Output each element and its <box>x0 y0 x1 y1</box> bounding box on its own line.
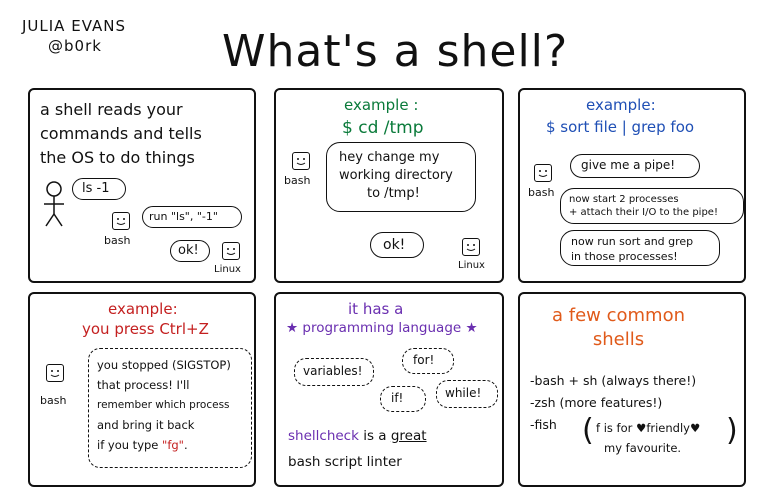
panel1-line: the OS to do things <box>40 148 195 167</box>
panel6-heading-line: a few common <box>552 305 686 326</box>
bash-face-icon <box>534 164 552 182</box>
person-speech-bubble: ls -1 <box>72 178 126 200</box>
panel6-heading-line: shells <box>592 329 645 350</box>
bubble-text: now run sort and grep in those processes… <box>571 234 693 264</box>
paren-open: ( <box>582 413 594 448</box>
cloud-variables: variables! <box>294 358 374 386</box>
fg-command: "fg" <box>162 438 184 452</box>
bash-face-icon <box>292 152 310 170</box>
panel3-heading: example: <box>586 96 656 114</box>
linux-speech-text: ok! <box>383 237 406 253</box>
panel-cd-example: example : $ cd /tmp bash hey change my w… <box>274 88 504 283</box>
panel2-heading: example : <box>344 96 419 114</box>
speech-bubble-run: now run sort and grep in those processes… <box>560 230 720 266</box>
thought-line: that process! I'll <box>97 378 190 392</box>
shellcheck-rest: is a <box>358 428 391 444</box>
panel6-heading: a few common shells <box>552 304 685 352</box>
bubble-line: hey change my <box>339 150 440 165</box>
shellcheck-line: shellcheck is a great <box>288 428 427 444</box>
bubble-line: + attach their I/O to the pipe! <box>569 207 718 218</box>
panel5-subheading-text: programming language <box>302 320 462 336</box>
thought-line: and bring it back <box>97 418 195 432</box>
author-name: JULIA EVANS <box>22 17 126 35</box>
panel1-text: a shell reads your commands and tells th… <box>40 98 202 170</box>
thought-line-suffix: . <box>183 438 188 452</box>
thought-line-fg: if you type "fg". <box>97 435 231 455</box>
cloud-text: for! <box>413 353 435 367</box>
person-speech-text: ls -1 <box>82 181 110 196</box>
panel-ctrl-z-example: example: you press Ctrl+Z bash you stopp… <box>28 292 256 487</box>
speech-bubble-pipe: give me a pipe! <box>570 154 700 178</box>
linux-label: Linux <box>214 264 241 275</box>
cloud-text: while! <box>445 386 482 400</box>
author-handle: @b0rk <box>48 37 102 55</box>
cloud-text: if! <box>391 391 404 405</box>
bubble-line: in those processes! <box>571 250 678 263</box>
panel-common-shells: a few common shells -bash + sh (always t… <box>518 292 746 487</box>
fish-note-line: f is for ♥friendly♥ <box>596 421 701 435</box>
shell-list: -bash + sh (always there!) -zsh (more fe… <box>530 370 696 436</box>
bash-speech-bubble: hey change my working directory to /tmp! <box>326 142 476 212</box>
cloud-for: for! <box>402 348 454 374</box>
panel-programming-language: it has a ★ programming language ★ variab… <box>274 292 504 487</box>
panel3-command: $ sort file | grep foo <box>546 118 695 136</box>
fish-note-line: my favourite. <box>604 441 682 455</box>
linux-face-icon <box>222 242 240 260</box>
bash-label: bash <box>104 234 131 247</box>
panel4-subheading: you press Ctrl+Z <box>82 320 209 338</box>
cloud-if: if! <box>380 386 426 412</box>
thought-text: you stopped (SIGSTOP) that process! I'll… <box>97 355 231 455</box>
bash-speech-bubble: run "ls", "-1" <box>142 206 242 228</box>
panel2-command: $ cd /tmp <box>342 118 424 138</box>
shell-item: -bash + sh (always there!) <box>530 373 697 388</box>
panel5-heading: it has a <box>348 300 404 318</box>
bubble-line: now run sort and grep <box>571 235 694 248</box>
author-block: JULIA EVANS @b0rk <box>22 16 126 56</box>
linux-label: Linux <box>458 260 485 271</box>
thought-line: remember which process <box>97 399 230 411</box>
bash-face-icon <box>112 212 130 230</box>
cloud-while: while! <box>436 380 498 408</box>
page-title: What's a shell? <box>222 26 569 77</box>
linux-speech-bubble: ok! <box>170 240 210 262</box>
fish-note: f is for ♥friendly♥ my favourite. <box>596 418 700 458</box>
shell-item: -fish <box>530 417 557 432</box>
panel1-line: a shell reads your <box>40 100 183 119</box>
bubble-line: working directory <box>339 168 453 183</box>
bubble-line: to /tmp! <box>367 186 420 201</box>
speech-bubble-processes: now start 2 processes + attach their I/O… <box>560 188 744 224</box>
linux-speech-text: ok! <box>178 243 199 258</box>
thought-line-prefix: if you type <box>97 438 163 452</box>
paren-close: ) <box>726 413 738 448</box>
bash-label: bash <box>40 394 67 407</box>
thought-cloud: you stopped (SIGSTOP) that process! I'll… <box>88 348 252 468</box>
bash-speech-text: hey change my working directory to /tmp! <box>339 149 453 203</box>
bubble-text: now start 2 processes + attach their I/O… <box>569 193 718 219</box>
bash-label: bash <box>528 186 555 199</box>
panel-what-shell-does: a shell reads your commands and tells th… <box>28 88 256 283</box>
cloud-text: variables! <box>303 364 363 378</box>
shellcheck-great: great <box>390 428 427 444</box>
panel-pipe-example: example: $ sort file | grep foo bash giv… <box>518 88 746 283</box>
panel5-subheading: ★ programming language ★ <box>286 320 478 336</box>
thought-line: you stopped (SIGSTOP) <box>97 358 231 372</box>
bubble-line: now start 2 processes <box>569 194 679 205</box>
linux-speech-bubble: ok! <box>370 232 424 258</box>
bash-face-icon <box>46 364 64 382</box>
bash-speech-text: run "ls", "-1" <box>149 210 218 223</box>
stick-person-icon <box>44 181 64 227</box>
bash-label: bash <box>284 174 311 187</box>
shellcheck-name: shellcheck <box>288 428 359 444</box>
bubble-text: give me a pipe! <box>581 158 676 172</box>
panel4-heading: example: <box>108 300 178 318</box>
shellcheck-line2: bash script linter <box>288 454 402 470</box>
shell-item: -zsh (more features!) <box>530 395 663 410</box>
linux-face-icon <box>462 238 480 256</box>
panel1-line: commands and tells <box>40 124 202 143</box>
